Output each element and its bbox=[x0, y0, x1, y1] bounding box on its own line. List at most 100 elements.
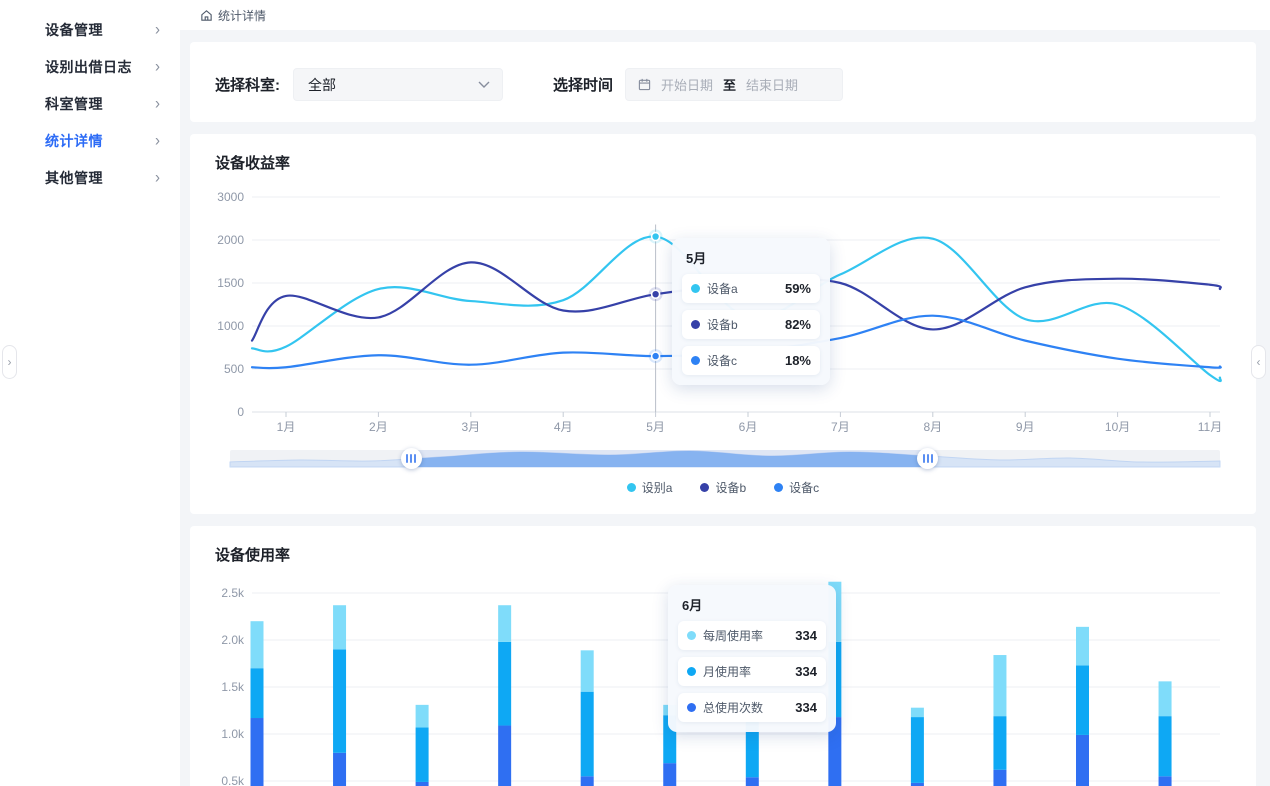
tooltip-row: 设备a 59% bbox=[682, 274, 820, 303]
bar-12月-总使用次数 bbox=[1158, 776, 1172, 786]
bar-5月-总使用次数 bbox=[580, 776, 594, 786]
series-dot-icon bbox=[687, 703, 696, 712]
legend-dot-icon bbox=[700, 483, 710, 492]
bar-10月-总使用次数 bbox=[993, 769, 1007, 786]
bar-2月-每周使用率 bbox=[333, 605, 347, 650]
svg-text:11月: 11月 bbox=[1198, 420, 1222, 434]
bar-7月-总使用次数 bbox=[745, 777, 759, 786]
sidebar: 设备管理 › 设别出借日志 › 科室管理 › 统计详情 › 其他管理 › bbox=[0, 0, 180, 786]
sidebar-item-label: 统计详情 bbox=[45, 132, 103, 149]
legend-item-设别a[interactable]: 设别a bbox=[626, 479, 673, 496]
axis-pointer bbox=[648, 224, 663, 412]
bar-4月-月使用率 bbox=[498, 641, 512, 726]
date-range-picker[interactable]: 开始日期 至 结束日期 bbox=[625, 68, 843, 101]
usage-chart-tooltip: 6月 每周使用率 334 月使用率 334 总使用次数 334 bbox=[668, 585, 836, 732]
bar-1月-每周使用率 bbox=[250, 621, 264, 669]
tooltip-series-name: 每周使用率 bbox=[703, 629, 764, 643]
tooltip-row: 设备c 18% bbox=[682, 346, 820, 375]
start-date-input[interactable]: 开始日期 bbox=[661, 78, 714, 93]
tooltip-row: 每周使用率 334 bbox=[678, 621, 826, 650]
legend-label: 设别a bbox=[641, 481, 673, 495]
sidebar-item-2[interactable]: 设别出借日志 › bbox=[0, 48, 180, 85]
svg-text:8月: 8月 bbox=[923, 420, 942, 434]
bar-1月-月使用率 bbox=[250, 668, 264, 719]
svg-text:2000: 2000 bbox=[217, 233, 244, 247]
sidebar-item-4[interactable]: 统计详情 › bbox=[0, 122, 180, 159]
legend-dot-icon bbox=[774, 483, 784, 492]
end-date-input[interactable]: 结束日期 bbox=[746, 78, 799, 93]
datazoom-left-handle[interactable] bbox=[400, 448, 422, 469]
legend-item-设备b[interactable]: 设备b bbox=[700, 479, 746, 496]
sidebar-item-1[interactable]: 设备管理 › bbox=[0, 11, 180, 48]
bar-9月-月使用率 bbox=[910, 717, 924, 783]
svg-text:9月: 9月 bbox=[1016, 420, 1035, 434]
bar-7月-月使用率 bbox=[745, 721, 759, 778]
chevron-right-icon: › bbox=[155, 131, 160, 150]
axis-labels: 2.5k 2.0k 1.5k 1.0k 0.5k bbox=[221, 586, 245, 786]
tooltip-month: 6月 bbox=[682, 598, 703, 613]
svg-text:6月: 6月 bbox=[739, 420, 758, 434]
svg-text:0.5k: 0.5k bbox=[221, 774, 245, 786]
main-content: 选择科室: 全部 选择时间 开始日期 至 结束日期 设备收益率 0 500 1000… bbox=[180, 30, 1270, 786]
tooltip-row: 月使用率 334 bbox=[678, 657, 826, 686]
bar-12月-每周使用率 bbox=[1158, 681, 1172, 717]
tooltip-series-value: 59% bbox=[784, 281, 811, 296]
bar-4月-每周使用率 bbox=[498, 605, 512, 642]
sidebar-item-label: 其他管理 bbox=[45, 169, 103, 186]
department-select[interactable]: 全部 bbox=[293, 68, 503, 101]
tooltip-series-value: 334 bbox=[795, 700, 817, 715]
revenue-chart-title: 设备收益率 bbox=[215, 155, 291, 172]
home-icon bbox=[201, 9, 212, 21]
bar-9月-总使用次数 bbox=[910, 782, 924, 786]
sidebar-menu: 设备管理 › 设别出借日志 › 科室管理 › 统计详情 › 其他管理 › bbox=[0, 11, 180, 196]
bar-8月-总使用次数 bbox=[828, 717, 842, 786]
bar-11月-总使用次数 bbox=[1076, 734, 1089, 786]
chevron-right-icon: › bbox=[155, 20, 160, 39]
tooltip-series-value: 18% bbox=[784, 353, 811, 368]
datazoom-right-handle[interactable] bbox=[917, 448, 939, 469]
tooltip-series-name: 设备a bbox=[707, 282, 738, 296]
legend-item-设备c[interactable]: 设备c bbox=[774, 479, 819, 496]
tooltip-month: 5月 bbox=[686, 251, 707, 266]
svg-text:3月: 3月 bbox=[461, 420, 480, 434]
svg-text:2.5k: 2.5k bbox=[221, 586, 245, 600]
tooltip-series-value: 334 bbox=[795, 664, 817, 679]
usage-chart-card: 设备使用率 2.5k 2.0k 1.5k 1.0k 0.5k 6月 每周使用率 334 月使… bbox=[190, 526, 1256, 786]
sidebar-item-label: 设备管理 bbox=[45, 21, 103, 38]
collapse-right-toggle[interactable]: ‹ bbox=[1251, 345, 1266, 379]
revenue-chart-card: 设备收益率 0 500 1000 1500 2000 3000 1月 2月 3月 4月 5月 6月 7月… bbox=[190, 134, 1256, 514]
bar-10月-月使用率 bbox=[993, 716, 1007, 770]
sidebar-item-3[interactable]: 科室管理 › bbox=[0, 85, 180, 122]
svg-text:7月: 7月 bbox=[831, 420, 850, 434]
revenue-chart-legend: 设别a 设备b 设备c bbox=[190, 479, 1256, 496]
svg-text:2.0k: 2.0k bbox=[221, 633, 245, 647]
svg-text:10月: 10月 bbox=[1105, 420, 1130, 434]
svg-text:1.5k: 1.5k bbox=[221, 680, 245, 694]
date-separator: 至 bbox=[723, 78, 737, 93]
bar-9月-每周使用率 bbox=[910, 707, 924, 718]
datazoom-track[interactable] bbox=[229, 450, 1221, 468]
bar-12月-月使用率 bbox=[1158, 716, 1172, 777]
filter-card: 选择科室: 全部 选择时间 开始日期 至 结束日期 bbox=[190, 42, 1256, 122]
svg-text:5月: 5月 bbox=[646, 420, 665, 434]
sidebar-item-5[interactable]: 其他管理 › bbox=[0, 159, 180, 196]
breadcrumb-bar: 统计详情 bbox=[180, 0, 1270, 30]
tooltip-row: 总使用次数 334 bbox=[678, 693, 826, 722]
revenue-chart-tooltip: 5月 设备a 59% 设备b 82% 设备c 18% bbox=[672, 238, 830, 385]
tooltip-series-name: 设备c bbox=[707, 354, 738, 368]
bar-3月-每周使用率 bbox=[415, 704, 429, 728]
series-dot-icon bbox=[691, 284, 700, 293]
bar-2月-总使用次数 bbox=[333, 752, 347, 786]
svg-text:2月: 2月 bbox=[369, 420, 388, 434]
bar-5月-月使用率 bbox=[580, 691, 594, 777]
bar-5月-每周使用率 bbox=[580, 650, 594, 692]
chevron-right-icon: › bbox=[155, 94, 160, 113]
collapse-left-toggle[interactable]: › bbox=[2, 345, 17, 379]
legend-label: 设备c bbox=[789, 481, 820, 495]
breadcrumb[interactable]: 统计详情 bbox=[200, 7, 266, 24]
department-filter-label: 选择科室: bbox=[215, 77, 280, 94]
series-dot-icon bbox=[687, 631, 696, 640]
sidebar-item-label: 科室管理 bbox=[45, 95, 103, 112]
time-filter-label: 选择时间 bbox=[553, 77, 614, 94]
